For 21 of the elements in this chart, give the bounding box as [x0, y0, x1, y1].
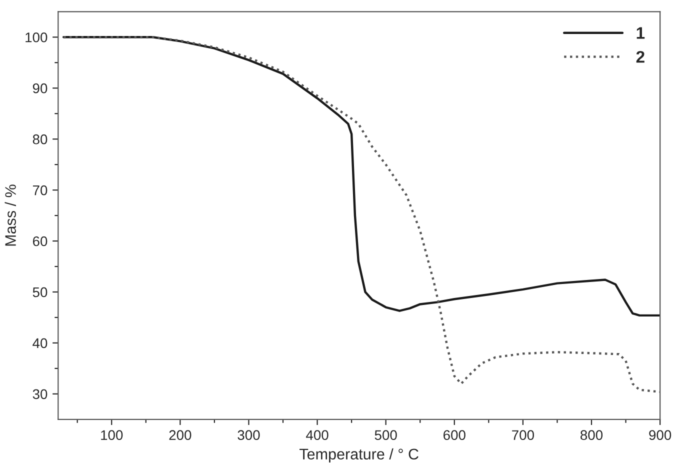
y-tick-label: 50: [32, 287, 48, 298]
y-tick-label: 40: [32, 338, 48, 348]
legend-label: 2: [636, 50, 644, 63]
x-tick-label: 600: [444, 430, 466, 440]
x-tick-label: 700: [512, 430, 534, 440]
x-axis-title: Temperature / ° C: [300, 448, 418, 463]
y-tick-label: 60: [32, 236, 48, 246]
legend-label: 1: [636, 27, 645, 39]
x-tick-label: 300: [238, 430, 260, 440]
x-tick-label: 200: [169, 430, 192, 440]
y-tick-label: 90: [32, 83, 48, 94]
x-tick-label: 100: [101, 430, 123, 440]
y-axis-title: Mass / %: [4, 184, 16, 246]
x-tick-label: 400: [306, 430, 328, 440]
x-tick-label: 500: [374, 430, 397, 440]
x-tick-label: 900: [649, 430, 672, 440]
x-tick-label: 800: [580, 430, 603, 440]
y-tick-label: 30: [32, 389, 48, 400]
y-tick-label: 70: [32, 185, 48, 196]
y-tick-label: 100: [26, 32, 48, 42]
y-tick-label: 80: [32, 134, 48, 144]
